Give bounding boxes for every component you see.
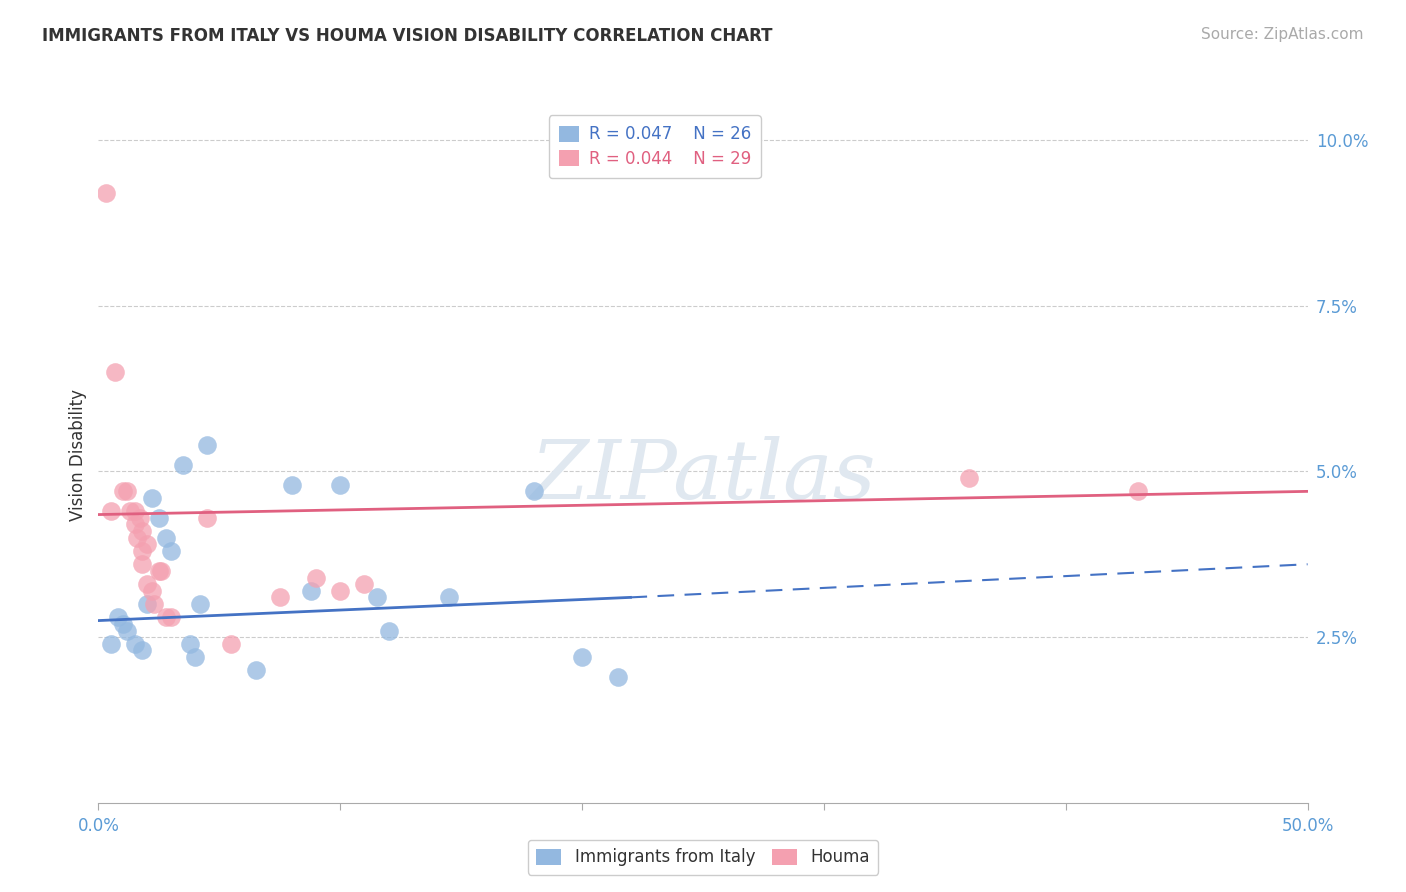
Point xyxy=(141,583,163,598)
Y-axis label: Vision Disability: Vision Disability xyxy=(69,389,87,521)
Point xyxy=(111,484,134,499)
Point xyxy=(195,511,218,525)
Point xyxy=(135,597,157,611)
Point xyxy=(131,544,153,558)
Point xyxy=(221,637,243,651)
Point xyxy=(143,597,166,611)
Point xyxy=(100,504,122,518)
Point xyxy=(1128,484,1150,499)
Point xyxy=(523,484,546,499)
Point xyxy=(131,558,153,572)
Point xyxy=(150,564,173,578)
Point xyxy=(299,583,322,598)
Point xyxy=(269,591,291,605)
Point xyxy=(329,583,352,598)
Point xyxy=(124,517,146,532)
Point xyxy=(131,643,153,657)
Point xyxy=(160,610,183,624)
Point xyxy=(437,591,460,605)
Point xyxy=(148,511,170,525)
Point xyxy=(184,650,207,665)
Point xyxy=(188,597,211,611)
Legend: Immigrants from Italy, Houma: Immigrants from Italy, Houma xyxy=(529,840,877,875)
Point xyxy=(117,624,139,638)
Point xyxy=(118,504,141,518)
Point xyxy=(366,591,388,605)
Text: ZIPatlas: ZIPatlas xyxy=(530,436,876,516)
Point xyxy=(195,438,218,452)
Point xyxy=(571,650,593,665)
Point xyxy=(155,531,177,545)
Point xyxy=(353,577,375,591)
Text: Source: ZipAtlas.com: Source: ZipAtlas.com xyxy=(1201,27,1364,42)
Point xyxy=(160,544,183,558)
Point xyxy=(179,637,201,651)
Point xyxy=(131,524,153,538)
Point xyxy=(128,511,150,525)
Point xyxy=(127,531,149,545)
Legend: R = 0.047    N = 26, R = 0.044    N = 29: R = 0.047 N = 26, R = 0.044 N = 29 xyxy=(548,115,761,178)
Point xyxy=(141,491,163,505)
Point xyxy=(172,458,194,472)
Point xyxy=(329,477,352,491)
Point xyxy=(281,477,304,491)
Point xyxy=(377,624,399,638)
Point xyxy=(607,670,630,684)
Point xyxy=(111,616,134,631)
Point xyxy=(155,610,177,624)
Point xyxy=(124,504,146,518)
Point xyxy=(124,637,146,651)
Point xyxy=(107,610,129,624)
Point xyxy=(117,484,139,499)
Point xyxy=(94,186,117,201)
Point xyxy=(148,564,170,578)
Point xyxy=(100,637,122,651)
Point xyxy=(245,663,267,677)
Point xyxy=(135,577,157,591)
Point xyxy=(305,570,328,584)
Point xyxy=(135,537,157,551)
Point xyxy=(104,365,127,379)
Text: IMMIGRANTS FROM ITALY VS HOUMA VISION DISABILITY CORRELATION CHART: IMMIGRANTS FROM ITALY VS HOUMA VISION DI… xyxy=(42,27,773,45)
Point xyxy=(957,471,980,485)
